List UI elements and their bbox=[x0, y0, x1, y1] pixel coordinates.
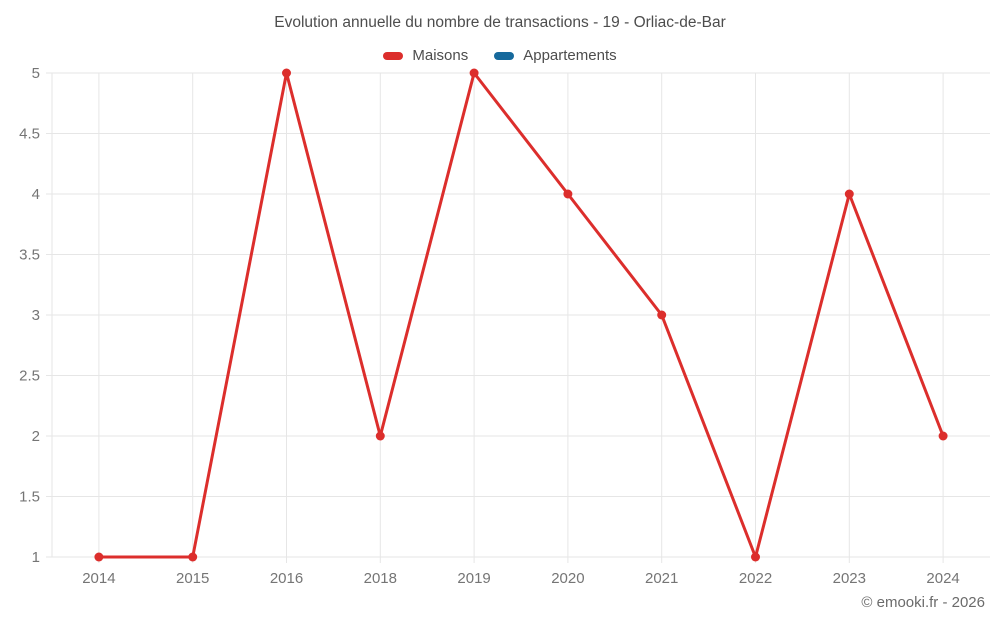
data-point[interactable] bbox=[657, 310, 667, 320]
data-point[interactable] bbox=[469, 68, 479, 78]
y-axis-label: 3 bbox=[32, 307, 40, 324]
x-axis-label: 2018 bbox=[364, 570, 397, 587]
chart-legend: Maisons Appartements bbox=[0, 47, 1000, 64]
data-point[interactable] bbox=[188, 552, 198, 562]
appartements-swatch-icon bbox=[494, 51, 515, 60]
legend-item-appartements[interactable]: Appartements bbox=[494, 47, 617, 64]
x-axis-label: 2016 bbox=[270, 570, 303, 587]
chart-title: Evolution annuelle du nombre de transact… bbox=[274, 14, 726, 31]
legend-item-maisons[interactable]: Maisons bbox=[383, 47, 468, 64]
data-point[interactable] bbox=[751, 552, 760, 562]
data-point[interactable] bbox=[938, 431, 948, 441]
x-axis-label: 2023 bbox=[833, 570, 866, 587]
data-point[interactable] bbox=[563, 189, 573, 199]
y-axis-label: 2 bbox=[32, 428, 40, 445]
y-axis-label: 3.5 bbox=[19, 247, 40, 264]
x-axis-label: 2021 bbox=[645, 570, 678, 587]
x-axis-label: 2022 bbox=[739, 570, 772, 587]
y-axis-label: 4.5 bbox=[19, 126, 40, 143]
legend-label-appartements: Appartements bbox=[523, 47, 617, 64]
x-axis-label: 2014 bbox=[82, 570, 115, 587]
y-axis-label: 1.5 bbox=[19, 489, 40, 506]
maisons-swatch-icon bbox=[383, 51, 404, 60]
y-axis-label: 4 bbox=[32, 186, 40, 203]
data-point[interactable] bbox=[844, 189, 854, 199]
x-axis-label: 2015 bbox=[176, 570, 209, 587]
y-axis-label: 5 bbox=[32, 65, 40, 82]
data-point[interactable] bbox=[375, 431, 385, 441]
x-axis-label: 2019 bbox=[457, 570, 490, 587]
legend-label-maisons: Maisons bbox=[412, 47, 469, 64]
x-axis-label: 2024 bbox=[926, 570, 959, 587]
copyright-text: © emooki.fr - 2026 bbox=[861, 594, 985, 611]
data-point[interactable] bbox=[282, 68, 291, 78]
data-point[interactable] bbox=[94, 552, 104, 562]
series-line bbox=[97, 71, 945, 559]
y-axis-label: 2.5 bbox=[19, 368, 40, 385]
y-axis-label: 1 bbox=[32, 549, 40, 566]
x-axis-label: 2020 bbox=[551, 570, 584, 587]
